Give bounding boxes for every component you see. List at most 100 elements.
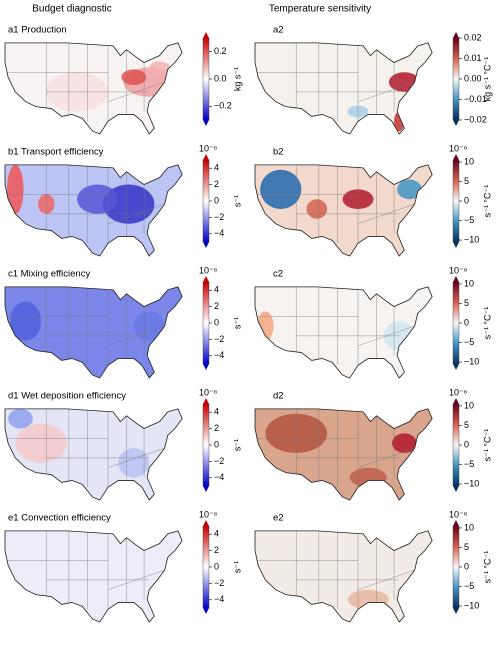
map-shading bbox=[349, 467, 387, 488]
map bbox=[4, 164, 183, 257]
panel-label: e1 Convection efficiency bbox=[8, 513, 111, 524]
panel-label: a1 Production bbox=[8, 25, 67, 36]
colorbar bbox=[452, 403, 460, 487]
colorbar-extend bbox=[203, 242, 209, 248]
map-fill bbox=[5, 164, 183, 257]
colorbar-multiplier: 10⁻⁶ bbox=[199, 387, 218, 397]
map-fill bbox=[5, 530, 183, 623]
column-header: Temperature sensitivity bbox=[269, 4, 371, 15]
colorbar-extend bbox=[203, 520, 209, 526]
colorbar-extend bbox=[203, 120, 209, 126]
colorbar bbox=[202, 281, 210, 365]
colorbar-tick-label: 0.01 bbox=[464, 53, 482, 63]
colorbar-tick-label: 0 bbox=[464, 561, 469, 571]
colorbar-extend bbox=[203, 154, 209, 160]
colorbar-tick-label: 0 bbox=[214, 317, 219, 327]
column-header: Budget diagnostic bbox=[32, 4, 112, 15]
colorbar-tick-label: 5 bbox=[464, 420, 469, 430]
colorbar bbox=[202, 37, 210, 121]
colorbar-multiplier: 10⁻⁶ bbox=[449, 387, 468, 397]
colorbar-tick-label: 10 bbox=[464, 278, 474, 288]
map-shading bbox=[306, 199, 328, 219]
colorbar-extend bbox=[453, 276, 459, 282]
map-shading bbox=[8, 408, 33, 429]
state-border bbox=[107, 569, 165, 590]
colorbar-tick-label: 5 bbox=[464, 298, 469, 308]
colorbar-tick-label: −4 bbox=[214, 594, 224, 604]
state-border bbox=[357, 569, 415, 590]
colorbar-tick-label: 5 bbox=[464, 176, 469, 186]
colorbar-tick-label: 10 bbox=[464, 522, 474, 532]
colorbar-tick-label: −5 bbox=[464, 337, 474, 347]
colorbar-tick-label: −10 bbox=[464, 478, 479, 488]
colorbar-tick-label: −4 bbox=[214, 472, 224, 482]
map-background bbox=[255, 530, 433, 623]
colorbar-tick-label: −4 bbox=[214, 228, 224, 238]
state-border bbox=[357, 447, 415, 468]
colorbar-tick-label: −2 bbox=[214, 212, 224, 222]
colorbar-tick-label: 2 bbox=[214, 545, 219, 555]
map bbox=[4, 286, 183, 379]
colorbar-tick-label: −0.01 bbox=[464, 94, 487, 104]
colorbar bbox=[202, 159, 210, 243]
colorbar-unit: s⁻¹ °C⁻¹ bbox=[482, 307, 492, 340]
map-shading bbox=[260, 169, 302, 209]
state-border bbox=[107, 81, 165, 102]
map-shading bbox=[15, 423, 67, 463]
map bbox=[254, 42, 433, 135]
map-fill bbox=[255, 42, 433, 135]
colorbar-multiplier: 10⁻⁶ bbox=[199, 143, 218, 153]
colorbar-tick-label: 0 bbox=[214, 195, 219, 205]
colorbar bbox=[452, 281, 460, 365]
map bbox=[254, 286, 433, 379]
colorbar-unit: s⁻¹ °C⁻¹ bbox=[482, 551, 492, 584]
map-shading bbox=[10, 301, 42, 341]
colorbar-tick-label: −10 bbox=[464, 356, 479, 366]
map-fill bbox=[255, 530, 433, 623]
colorbar-tick-label: 2 bbox=[214, 301, 219, 311]
map-shading bbox=[118, 448, 150, 478]
map-shading bbox=[7, 164, 24, 214]
colorbar-tick-label: −2 bbox=[214, 456, 224, 466]
colorbar-tick-label: 10 bbox=[464, 400, 474, 410]
colorbar bbox=[202, 403, 210, 487]
colorbar bbox=[452, 525, 460, 609]
colorbar-multiplier: 10⁻⁶ bbox=[449, 509, 468, 519]
colorbar-tick-label: 4 bbox=[214, 407, 219, 417]
map-background bbox=[5, 530, 183, 623]
map bbox=[254, 530, 433, 623]
colorbar-unit: s⁻¹ bbox=[232, 317, 242, 329]
colorbar-extend bbox=[453, 154, 459, 160]
map-fill bbox=[5, 286, 183, 379]
colorbar-tick-label: −2 bbox=[214, 334, 224, 344]
map-fill bbox=[255, 286, 433, 379]
colorbar-tick-label: 0 bbox=[214, 439, 219, 449]
colorbar-tick-label: 0.00 bbox=[464, 73, 482, 83]
colorbar-tick-label: −5 bbox=[464, 581, 474, 591]
state-border bbox=[107, 325, 165, 346]
map-shading bbox=[397, 179, 422, 200]
colorbar-extend bbox=[453, 486, 459, 492]
colorbar-tick-label: 5 bbox=[464, 542, 469, 552]
colorbar-tick-label: 10 bbox=[464, 156, 474, 166]
map bbox=[4, 408, 183, 501]
panel-label: a2 bbox=[273, 25, 284, 36]
colorbar-tick-label: −0.2 bbox=[214, 101, 232, 111]
colorbar-tick-label: −4 bbox=[214, 350, 224, 360]
colorbar-extend bbox=[453, 608, 459, 614]
colorbar-multiplier: 10⁻⁶ bbox=[449, 143, 468, 153]
colorbar-unit: s⁻¹ °C⁻¹ bbox=[482, 185, 492, 218]
colorbar-extend bbox=[203, 364, 209, 370]
colorbar-unit: s⁻¹ °C⁻¹ bbox=[482, 429, 492, 462]
colorbar-unit: s⁻¹ bbox=[232, 195, 242, 207]
colorbar-tick-label: 0.0 bbox=[214, 73, 227, 83]
colorbar-tick-label: 0 bbox=[464, 195, 469, 205]
colorbar-tick-label: 0.2 bbox=[214, 46, 227, 56]
panel-label: b1 Transport efficiency bbox=[8, 147, 104, 158]
colorbar bbox=[202, 525, 210, 609]
map-shading bbox=[391, 433, 417, 453]
colorbar-unit: kg s⁻¹ bbox=[232, 67, 242, 91]
panel-label: c1 Mixing efficiency bbox=[8, 269, 90, 280]
colorbar-tick-label: −5 bbox=[464, 459, 474, 469]
